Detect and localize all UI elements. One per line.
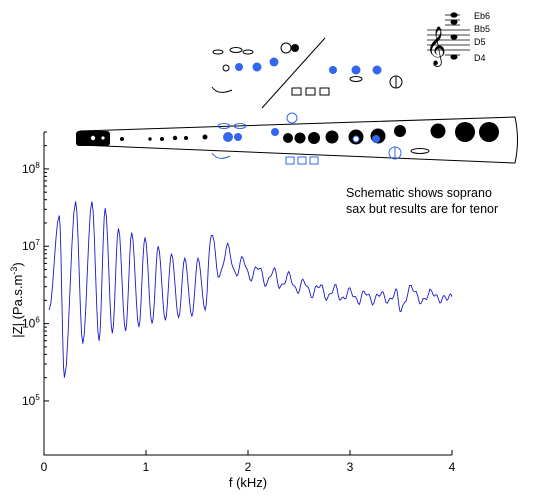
sax-body xyxy=(79,116,518,164)
axes-frame xyxy=(43,132,452,456)
x-tick-label: 2 xyxy=(245,460,252,474)
y-tick-label: 108 xyxy=(22,161,40,176)
series-line-impedance xyxy=(48,201,453,378)
note-label: D4 xyxy=(474,53,486,63)
impedance-plot: 0 1 2 3 4 105 106 107 108 f (kHz) |Z| (Pa.s.m-3… xyxy=(9,131,456,490)
annotation-line1: Schematic shows soprano xyxy=(346,186,492,200)
x-tick-label: 1 xyxy=(143,460,150,474)
saxophone-schematic xyxy=(76,37,518,165)
note-label: Bb5 xyxy=(474,24,490,34)
x-tick-label: 3 xyxy=(347,460,354,474)
note-staff: 𝄞 Eb6 Bb5 D5 D4 xyxy=(426,11,490,67)
x-tick-label: 0 xyxy=(41,460,48,474)
y-tick-label: 107 xyxy=(22,238,40,253)
y-axis-label: |Z| (Pa.s.m-3) xyxy=(9,262,25,337)
schematic-divider xyxy=(261,37,326,109)
x-tick-label: 4 xyxy=(449,460,456,474)
note-label: D5 xyxy=(474,37,486,47)
treble-clef-icon: 𝄞 xyxy=(426,27,446,67)
annotation-line2: sax but results are for tenor xyxy=(346,202,498,216)
x-axis-label: f (kHz) xyxy=(229,475,267,490)
y-tick-label: 105 xyxy=(22,393,40,408)
y-tick-label: 106 xyxy=(22,316,40,331)
note-label: Eb6 xyxy=(474,11,490,21)
